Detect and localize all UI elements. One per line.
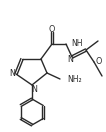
Text: O: O: [95, 58, 101, 67]
Text: N: N: [9, 70, 15, 79]
Text: O: O: [49, 25, 55, 34]
Text: N: N: [31, 84, 37, 93]
Text: NH: NH: [71, 39, 82, 48]
Text: N: N: [67, 55, 73, 63]
Text: NH₂: NH₂: [67, 76, 82, 84]
